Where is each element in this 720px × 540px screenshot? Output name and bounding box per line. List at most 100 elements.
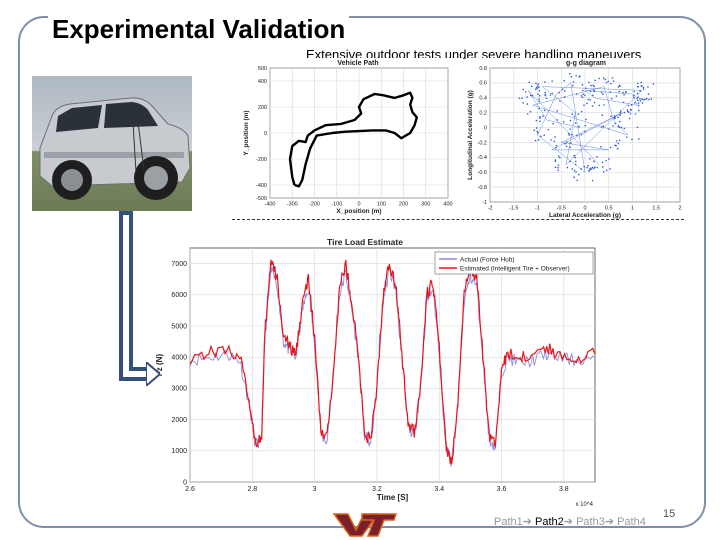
gg-point <box>581 89 584 92</box>
gg-point <box>631 138 633 141</box>
nav-path4-link[interactable]: Path4 <box>617 516 646 528</box>
nav-path2-link[interactable]: Path2 <box>535 516 564 528</box>
gg-point <box>605 169 608 172</box>
gg-point <box>614 117 616 119</box>
gg-point <box>617 142 620 145</box>
gg-point <box>632 96 635 99</box>
gg-point <box>576 134 578 137</box>
x-tick-label: -2 <box>488 206 493 212</box>
gg-point <box>642 98 644 101</box>
gg-point <box>561 88 564 91</box>
vehicle-path-plot: -400 -300 -200 -100 0 100 200 300 400 500 400 200 0 -… <box>238 58 463 218</box>
gg-point <box>587 98 590 101</box>
gg-point <box>531 94 534 97</box>
gg-point <box>605 159 607 162</box>
gg-point <box>536 130 539 133</box>
nav-path1-link[interactable]: Path1 <box>494 516 523 528</box>
gg-point <box>610 97 613 100</box>
chart-title: Vehicle Path <box>337 60 378 67</box>
gg-point <box>538 98 541 101</box>
gg-point <box>543 134 546 136</box>
gg-trace <box>570 82 586 173</box>
gg-trace <box>632 93 638 106</box>
gg-point <box>580 110 583 113</box>
gg-trace <box>546 119 581 128</box>
dashed-divider <box>232 219 684 220</box>
gg-point <box>584 87 587 90</box>
x-axis-label: Time [S] <box>377 493 409 502</box>
gg-point <box>544 81 546 83</box>
gg-point <box>583 165 586 168</box>
gg-trace <box>537 134 586 173</box>
connector-arrow-left <box>119 213 123 381</box>
gg-point <box>524 91 527 93</box>
gg-point <box>533 129 536 132</box>
x-tick-label: 3.2 <box>372 486 382 493</box>
gg-point <box>534 88 537 90</box>
gg-point <box>591 105 594 107</box>
gg-point <box>575 171 577 173</box>
y-tick-label: -500 <box>256 196 267 202</box>
y-tick-label: -0.4 <box>478 155 487 161</box>
gg-point <box>565 141 568 143</box>
gg-point <box>637 96 639 98</box>
nav-path3-link[interactable]: Path3 <box>576 516 605 528</box>
gg-point <box>565 145 568 148</box>
x-tick-label: 400 <box>443 202 452 208</box>
y-tick-label: -400 <box>256 183 267 189</box>
gg-trace <box>584 90 633 95</box>
gg-point <box>554 160 557 163</box>
gg-point <box>537 139 540 141</box>
y-tick-label: 0.4 <box>479 96 487 102</box>
gg-trace <box>594 97 638 106</box>
gg-point <box>552 122 554 125</box>
gg-point <box>537 86 540 89</box>
gg-point <box>554 136 556 138</box>
gg-point <box>578 173 580 176</box>
gg-point <box>612 80 615 82</box>
x-tick-label: 3.8 <box>559 486 569 493</box>
x-tick-label: 300 <box>421 202 430 208</box>
gg-point <box>557 166 559 169</box>
gg-point <box>600 91 603 94</box>
y-tick-label: 3000 <box>171 386 187 393</box>
gg-point <box>626 109 629 111</box>
gg-point <box>564 142 566 145</box>
gg-point <box>576 179 578 182</box>
gg-point <box>572 81 575 83</box>
gg-point <box>619 114 621 116</box>
gg-point <box>574 122 577 124</box>
gg-point <box>518 97 521 99</box>
y-axis-label: Y_position (m) <box>243 110 250 155</box>
gg-point <box>639 90 641 92</box>
gg-point <box>602 125 605 127</box>
y-tick-label: 0 <box>183 479 187 486</box>
gg-point <box>637 82 639 85</box>
gg-point <box>639 100 642 102</box>
gg-point <box>652 83 655 85</box>
gg-point <box>557 169 560 171</box>
x-axis-label: X_position (m) <box>336 208 381 215</box>
gg-point <box>634 102 636 104</box>
gg-point <box>636 99 639 102</box>
gg-point <box>539 117 541 120</box>
y-tick-label: 0.2 <box>479 111 487 117</box>
gg-point <box>526 96 528 98</box>
gg-point <box>551 92 554 95</box>
gg-point <box>639 98 641 100</box>
gg-point <box>569 146 572 149</box>
gg-trace <box>584 90 595 98</box>
gg-point <box>589 158 591 160</box>
gg-point <box>559 156 561 159</box>
gg-point <box>625 136 628 138</box>
gg-point <box>580 133 583 136</box>
gg-point <box>526 103 529 105</box>
gg-point <box>612 125 614 127</box>
gg-point <box>573 169 576 172</box>
gg-point <box>562 121 565 123</box>
gg-point <box>636 97 639 100</box>
y-tick-label: 4000 <box>171 355 187 362</box>
gg-point <box>593 166 596 169</box>
gg-trace <box>565 112 576 165</box>
gg-point <box>619 111 622 114</box>
